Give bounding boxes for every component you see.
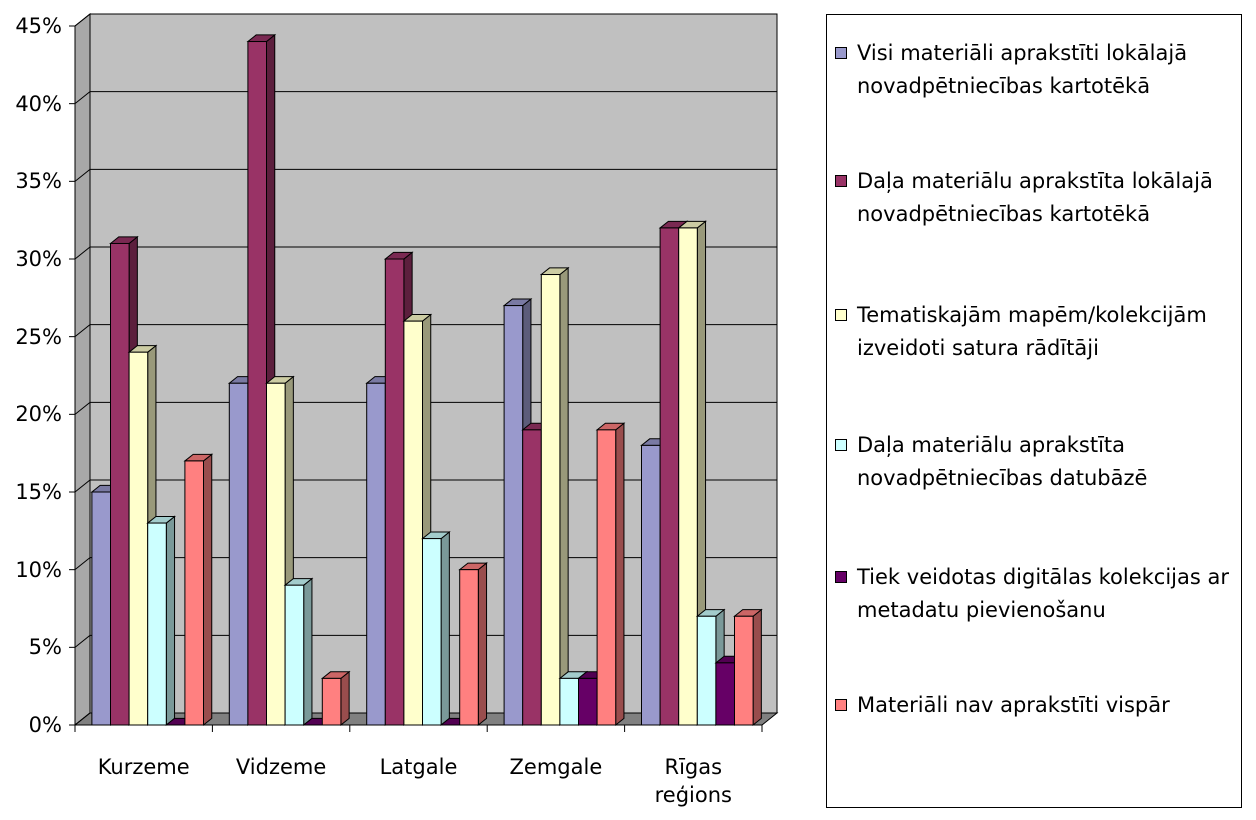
bar <box>595 422 626 727</box>
bar-front <box>559 677 580 726</box>
bar-front <box>641 444 661 726</box>
bar-front <box>366 382 386 726</box>
legend-swatch <box>835 571 847 583</box>
legend-label: Daļa materiālu aprakstīta novadpētniecīb… <box>857 433 1148 490</box>
bar-front <box>321 677 342 726</box>
legend-label: Daļa materiālu aprakstīta lokālajā novad… <box>857 169 1213 226</box>
legend-swatch <box>835 175 847 187</box>
bar-front <box>734 615 754 726</box>
bar-front <box>422 538 442 726</box>
bar <box>458 562 488 727</box>
bar-front <box>659 227 680 726</box>
bar-side <box>440 530 450 727</box>
y-tick-label: 40% <box>15 91 62 116</box>
bar <box>283 577 314 727</box>
bar-side <box>752 608 762 727</box>
y-tick-label: 5% <box>28 635 62 660</box>
bar-front <box>147 522 167 726</box>
bar-front <box>228 382 249 726</box>
y-tick-label: 30% <box>15 247 62 271</box>
grid-line <box>74 91 777 105</box>
bar-front <box>678 227 698 726</box>
bar <box>733 608 763 727</box>
bar-front <box>503 305 524 726</box>
legend-label: Tiek veidotas digitālas kolekcijas ar me… <box>857 565 1229 622</box>
bar-side <box>203 453 213 727</box>
x-tick-label: Zemgale <box>509 755 603 779</box>
legend-label: Materiāli nav aprakstīti vispār <box>857 693 1170 717</box>
bar-side <box>303 577 313 727</box>
grid-line <box>74 13 777 27</box>
bar <box>146 515 176 727</box>
bar-front <box>596 429 617 726</box>
legend-entry: Materiāli nav aprakstīti vispār <box>835 689 1235 722</box>
bar-front <box>459 569 479 726</box>
x-tick-label: Kurzeme <box>97 755 190 779</box>
bar-front <box>384 258 405 726</box>
legend-entry: Visi materiāli aprakstīti lokālajā novad… <box>835 37 1235 103</box>
legend-entry: Tiek veidotas digitālas kolekcijas ar me… <box>835 561 1235 627</box>
bar-front <box>696 615 717 726</box>
bar-front <box>91 491 112 726</box>
bar <box>183 453 214 727</box>
x-tick-label: Rīgas reģions <box>654 755 732 807</box>
bar-side <box>340 670 350 727</box>
bar-front <box>247 41 267 726</box>
y-tick-label: 35% <box>15 169 62 194</box>
bar <box>539 266 570 727</box>
bar <box>320 670 351 727</box>
side-wall <box>74 12 91 727</box>
grid-line <box>74 246 777 260</box>
legend-entry: Tematiskajām mapēm/kolekcijām izveidoti … <box>835 299 1235 365</box>
bar-front <box>403 320 423 726</box>
bar-side <box>165 515 176 727</box>
legend-swatch <box>835 47 847 59</box>
bar-front <box>128 351 149 726</box>
legend-swatch <box>835 699 847 711</box>
y-tick-label: 15% <box>15 480 62 504</box>
grid-line <box>74 168 777 182</box>
legend-swatch <box>835 309 847 321</box>
bar-side <box>477 562 488 727</box>
bar-side <box>559 266 569 727</box>
y-tick-label: 25% <box>15 324 62 349</box>
legend-label: Visi materiāli aprakstīti lokālajā novad… <box>857 41 1188 98</box>
bar-front <box>715 662 736 726</box>
bar <box>677 220 707 727</box>
x-tick-label: Latgale <box>379 755 458 779</box>
y-tick-label: 10% <box>15 557 62 582</box>
bar-side <box>615 422 625 727</box>
bar-front <box>110 242 130 726</box>
legend-swatch <box>835 439 847 451</box>
bar <box>421 530 451 727</box>
legend: Visi materiāli aprakstīti lokālajā novad… <box>826 14 1242 808</box>
y-tick-label: 0% <box>28 713 62 737</box>
bar-front <box>284 584 305 726</box>
bar-front <box>184 460 204 726</box>
y-tick-label: 45% <box>15 14 62 38</box>
bar-front <box>578 677 598 726</box>
legend-entry: Daļa materiālu aprakstīta novadpētniecīb… <box>835 429 1235 495</box>
bar-front <box>266 382 286 726</box>
plot-area <box>69 12 779 732</box>
y-tick-label: 20% <box>15 402 62 427</box>
legend-label: Tematiskajām mapēm/kolekcijām izveidoti … <box>857 303 1207 360</box>
x-tick-label: Vidzeme <box>235 755 327 779</box>
legend-entry: Daļa materiālu aprakstīta lokālajā novad… <box>835 165 1235 231</box>
bar-front <box>522 429 542 726</box>
bar-front <box>540 274 561 726</box>
